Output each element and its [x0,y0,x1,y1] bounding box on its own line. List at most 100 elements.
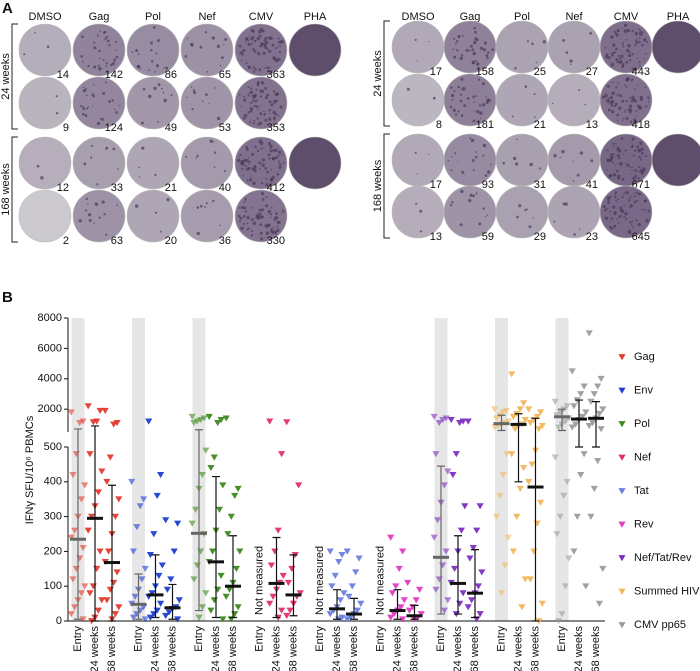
spot [620,137,624,141]
column-header: CMV [614,11,639,23]
spot [475,151,477,153]
point [133,524,141,531]
error-bar [471,549,479,619]
spot [259,95,263,98]
spot [607,100,611,103]
spot [469,44,473,48]
not-measured: Not measured [253,546,265,615]
point [345,593,353,600]
spot [278,162,280,164]
point [405,607,413,614]
spot [240,59,243,61]
point [167,576,175,583]
spot [624,111,626,113]
spot [264,96,269,100]
y-axis-label: IFNγ SFU/10⁶ PBMCs [24,415,36,524]
spot [542,40,547,44]
spot [414,151,417,154]
point [141,565,149,573]
spot [609,220,611,222]
spot [625,99,628,103]
spot [486,56,489,60]
spot [141,146,145,150]
point [170,548,178,555]
spot [150,49,153,52]
spot [213,166,216,168]
spot [640,168,644,172]
spot [55,112,59,115]
spot [611,91,615,96]
error-bar [91,425,99,622]
spot [160,87,163,90]
well-pha [288,136,342,190]
column-header: DMSO [402,11,435,23]
spot [244,200,247,202]
spot [474,37,478,41]
spot [622,46,625,48]
well [180,23,234,77]
spot [638,149,641,152]
point [158,562,166,569]
spot [647,100,650,103]
spot [250,119,252,121]
spot [150,41,153,45]
spot [485,96,487,98]
spot [578,89,581,92]
spot [611,52,614,55]
spot [636,199,639,202]
spot [532,217,534,219]
spot [482,143,487,148]
spot [460,115,463,118]
spot [162,91,165,94]
spot [248,160,251,164]
spot [152,26,156,29]
spot [453,90,456,93]
spot [635,109,638,112]
point [113,569,121,576]
spot [471,159,475,162]
spot [531,42,534,46]
column-header: Pol [145,11,161,23]
spot [634,169,638,173]
spot [626,48,630,53]
x-tick-label: 168 weeks [227,626,239,671]
spot [196,231,200,236]
column-header: Nef [565,11,583,23]
spot [259,168,261,170]
spot [81,35,84,39]
spot [632,154,635,157]
point [400,597,408,604]
spot [159,230,162,233]
spot [610,217,614,220]
spot-count: 93 [482,179,494,191]
spot [609,195,612,198]
spot-count: 645 [632,231,650,243]
point [404,579,412,586]
point [146,552,154,559]
point [190,576,198,583]
point [558,611,566,618]
y-tick-label: 200 [44,545,62,557]
spot [155,52,158,55]
spot [81,105,84,108]
point [466,555,474,562]
spot [116,204,118,207]
point [537,499,545,506]
point [459,590,467,597]
point [215,506,223,513]
point [387,534,395,541]
spot [276,225,279,227]
point [452,451,460,458]
point [210,597,218,604]
well [18,136,72,190]
spot [264,118,268,122]
x-tick-label: Entry [495,626,507,652]
spot [463,173,465,175]
point [597,426,605,433]
point [461,503,469,510]
point [590,485,598,492]
spot [264,36,268,41]
point [234,604,242,611]
point [202,447,210,454]
spot [277,150,282,154]
